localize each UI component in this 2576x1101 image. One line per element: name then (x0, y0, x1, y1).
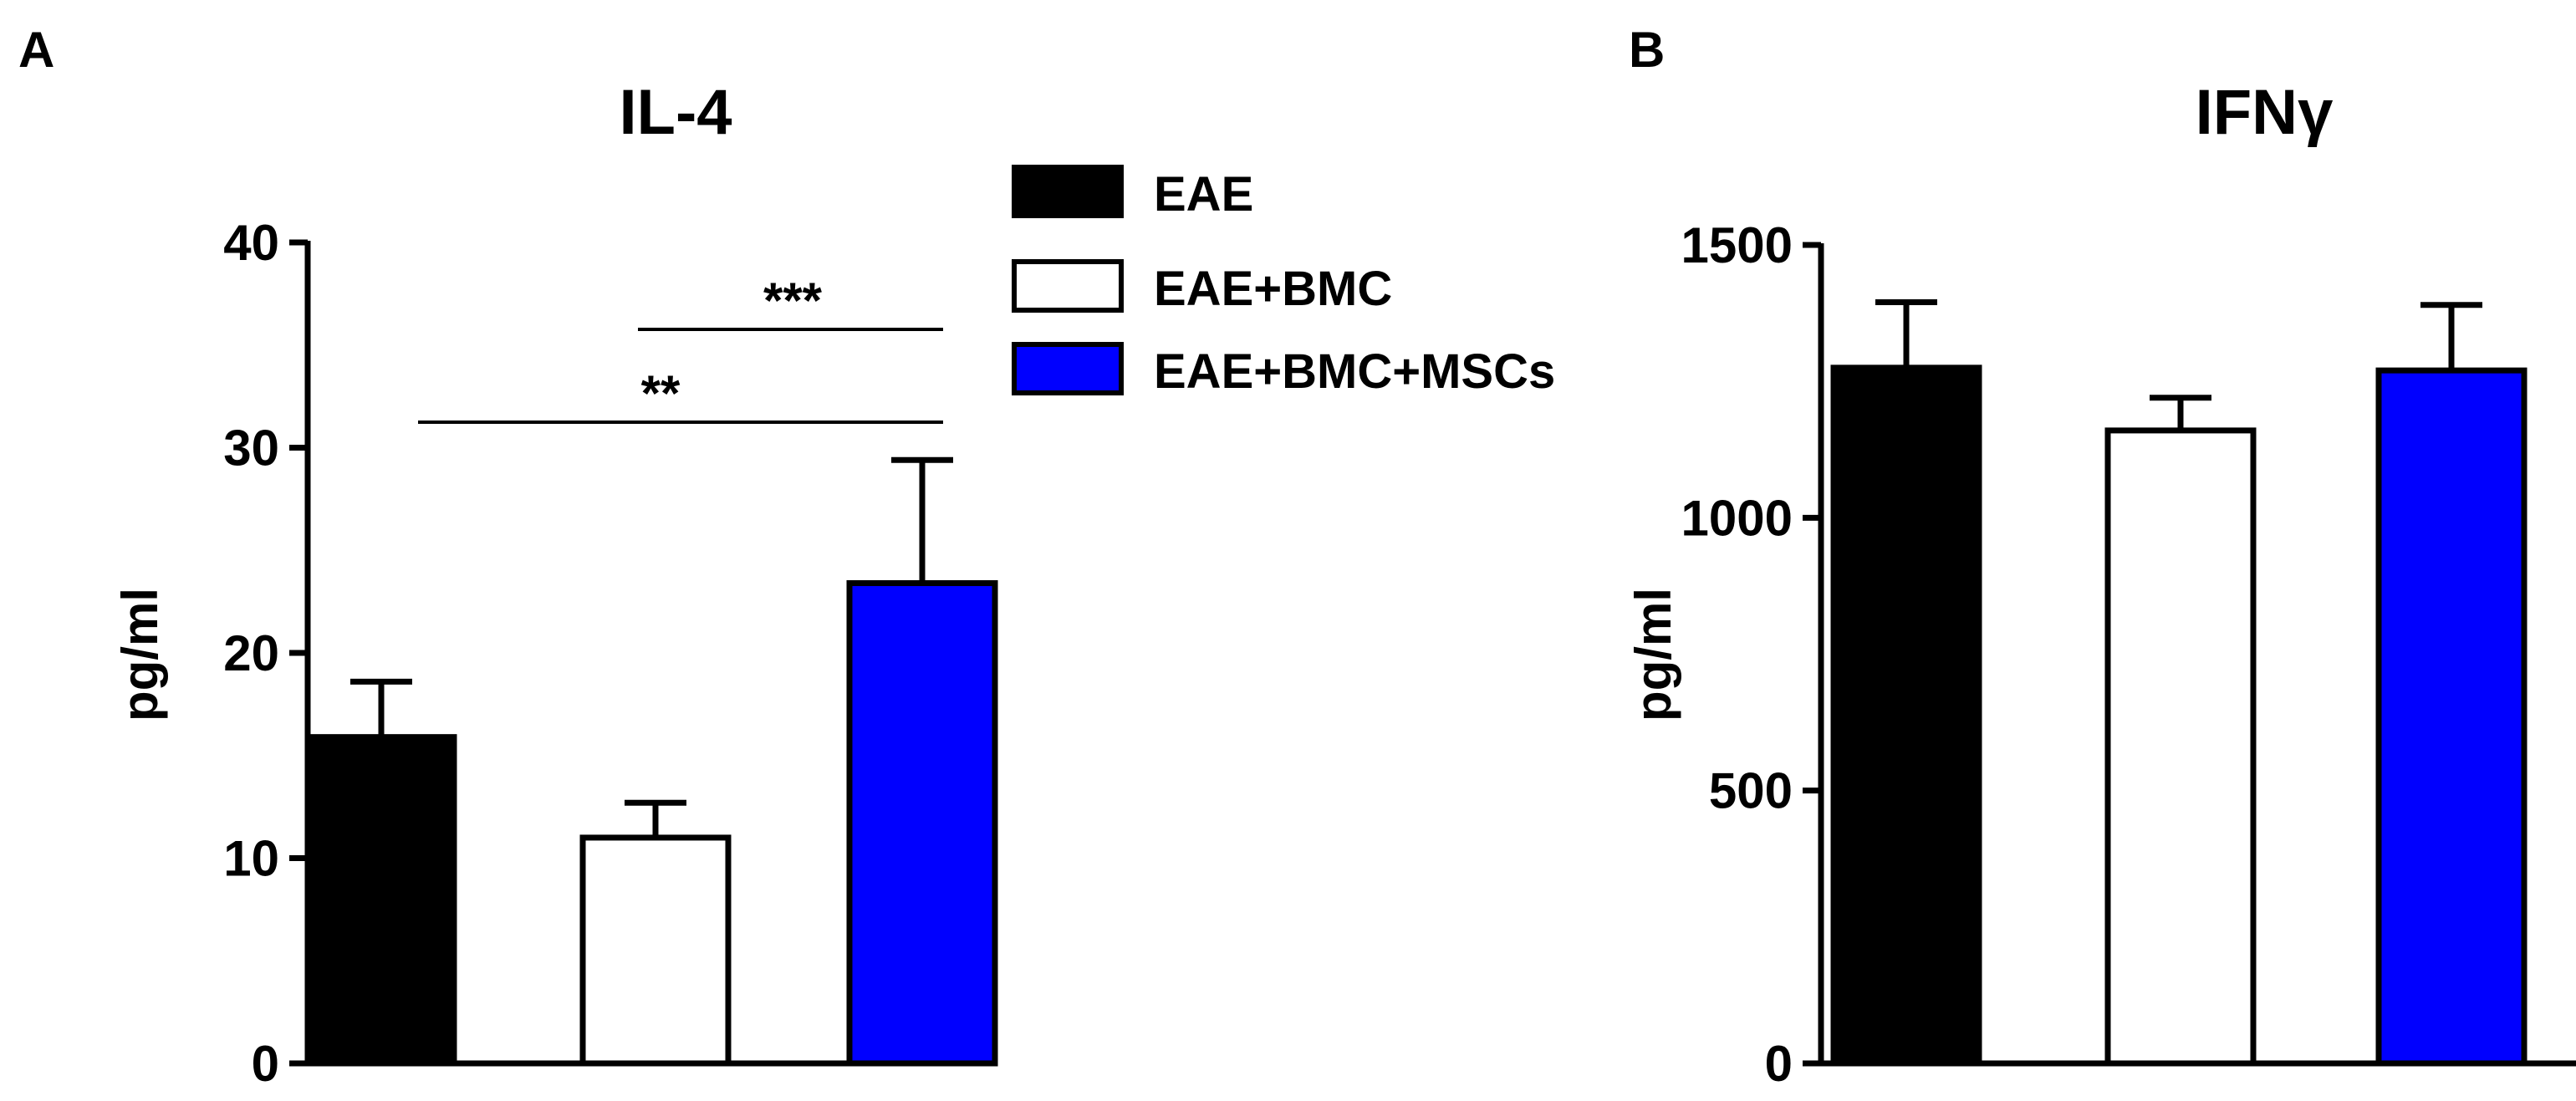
legend-swatch-eae-bmc (1012, 259, 1124, 313)
legend-label-eae: EAE (1154, 167, 1253, 222)
legend-label-eae-bmc: EAE+BMC (1154, 262, 1392, 316)
panel-b-bar-eae-bmc-mscs (2375, 367, 2528, 1067)
panel-b-y-axis-label: pg/ml (1625, 588, 1681, 721)
panel-a-y-axis-label: pg/ml (112, 588, 168, 721)
panel-a-significance-label: *** (763, 273, 823, 329)
panel-a-bar-eae-bmc (579, 834, 732, 1067)
panel-a-y-tick-label: 0 (252, 1036, 279, 1092)
panel-a-label: A (18, 22, 54, 78)
panel-a-bar-eae (305, 734, 457, 1067)
panel-b-y-tick-label: 0 (1765, 1036, 1793, 1092)
panel-a-title: IL-4 (619, 77, 732, 148)
legend: EAE EAE+BMC EAE+BMC+MSCs (1012, 165, 1555, 399)
panel-b-title: IFNγ (2196, 77, 2334, 148)
panel-a-significance-label: ** (641, 365, 681, 421)
panel-a-y-tick-label: 40 (223, 215, 279, 271)
legend-item-eae-bmc: EAE+BMC (1012, 259, 1392, 316)
panel-b-y-tick-label: 1000 (1681, 490, 1793, 546)
legend-swatch-eae (1012, 165, 1124, 218)
legend-item-eae-bmc-mscs: EAE+BMC+MSCs (1012, 342, 1555, 399)
panel-b-label: B (1629, 22, 1665, 78)
panel-b-bar-eae-bmc (2104, 427, 2257, 1067)
panel-b-plot-area: 0 500 1000 1500 (1681, 217, 2576, 1092)
panel-a-y-tick-label: 20 (223, 625, 279, 681)
panel-b-ifng-chart: B IFNγ pg/ml 0 500 1000 1500 (1625, 22, 2576, 1092)
panel-a-bar-eae-bmc-mscs (846, 580, 998, 1067)
panel-b-y-tick-label: 1500 (1681, 217, 1793, 273)
legend-item-eae: EAE (1012, 165, 1253, 222)
legend-swatch-eae-bmc-mscs (1012, 342, 1124, 395)
panel-b-bar-eae (1830, 364, 1982, 1067)
panel-a-y-tick-label: 10 (223, 831, 279, 887)
legend-label-eae-bmc-mscs: EAE+BMC+MSCs (1154, 344, 1555, 399)
panel-b-y-tick-label: 500 (1709, 763, 1793, 819)
panel-a-y-tick-label: 30 (223, 421, 279, 477)
